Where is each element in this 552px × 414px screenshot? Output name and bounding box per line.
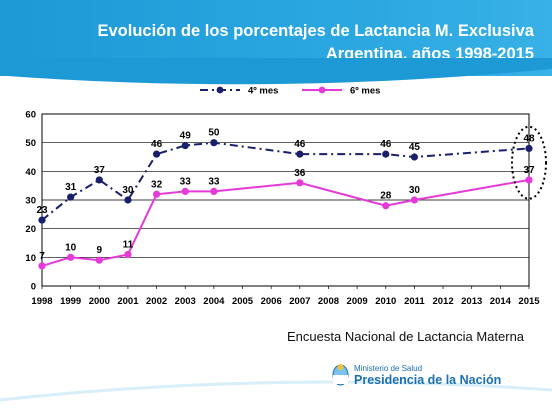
- data-point: [96, 176, 103, 183]
- data-label: 50: [208, 128, 220, 139]
- argentina-shield-icon: [332, 362, 349, 386]
- data-point: [210, 188, 217, 195]
- x-tick-label: 2009: [347, 296, 368, 307]
- y-tick-label: 60: [25, 110, 36, 121]
- x-tick-label: 2008: [318, 296, 339, 307]
- data-label: 48: [523, 133, 535, 144]
- data-point: [96, 257, 103, 264]
- x-tick-label: 1998: [31, 296, 52, 307]
- data-point: [382, 151, 389, 158]
- data-label: 37: [523, 165, 535, 176]
- data-label: 11: [123, 239, 134, 250]
- legend-marker: [217, 87, 224, 94]
- data-point: [153, 191, 160, 198]
- x-tick-label: 2011: [404, 296, 425, 307]
- data-label: 46: [294, 139, 306, 150]
- ministry-logo: Ministerio de Salud Presidencia de la Na…: [330, 360, 540, 390]
- data-point: [153, 151, 160, 158]
- x-tick-label: 2002: [146, 296, 167, 307]
- data-label: 31: [65, 182, 77, 193]
- data-label: 9: [97, 245, 103, 256]
- x-tick-label: 2006: [261, 296, 282, 307]
- data-label: 30: [122, 185, 134, 196]
- y-tick-label: 50: [25, 138, 36, 149]
- data-point: [67, 254, 74, 261]
- data-point: [182, 188, 189, 195]
- x-tick-label: 2005: [232, 296, 254, 307]
- x-tick-label: 2012: [432, 296, 453, 307]
- x-tick-label: 1999: [60, 296, 81, 307]
- chart-title-line1: Evolución de los porcentajes de Lactanci…: [98, 22, 535, 41]
- data-point: [411, 196, 418, 203]
- ministry-small-text: Ministerio de Salud: [354, 364, 422, 373]
- x-tick-label: 2003: [175, 296, 196, 307]
- y-tick-label: 0: [31, 282, 36, 293]
- data-label: 23: [36, 205, 48, 216]
- data-label: 49: [180, 131, 192, 142]
- data-label: 10: [65, 242, 77, 253]
- data-point: [296, 179, 303, 186]
- legend-marker: [319, 87, 326, 94]
- y-tick-label: 10: [25, 253, 36, 264]
- data-point: [38, 216, 45, 223]
- data-point: [38, 262, 45, 269]
- data-point: [124, 251, 131, 258]
- data-point: [210, 139, 217, 146]
- line-chart: 0 10 20 30 40 50 60 1998 1999 2000 2001 2002 2003 200…: [0, 76, 552, 316]
- data-label: 36: [294, 168, 306, 179]
- legend-label: 4º mes: [248, 86, 278, 97]
- data-label: 30: [409, 185, 421, 196]
- y-tick-label: 20: [25, 224, 36, 235]
- x-tick-label: 2001: [117, 296, 139, 307]
- y-tick-label: 40: [25, 167, 36, 178]
- x-tick-label: 2014: [490, 296, 512, 307]
- x-tick-label: 2010: [375, 296, 396, 307]
- data-label: 32: [151, 179, 163, 190]
- x-tick-label: 2000: [89, 296, 110, 307]
- source-text: Encuesta Nacional de Lactancia Materna: [287, 329, 524, 344]
- data-label: 7: [39, 251, 45, 262]
- data-point: [296, 151, 303, 158]
- data-point: [124, 196, 131, 203]
- data-point: [525, 176, 532, 183]
- data-point: [382, 202, 389, 209]
- x-tick-label: 2007: [289, 296, 310, 307]
- data-label: 46: [380, 139, 392, 150]
- y-tick-label: 30: [25, 196, 36, 207]
- x-tick-label: 2004: [203, 296, 225, 307]
- data-label: 28: [380, 191, 392, 202]
- ministry-big-text: Presidencia de la Nación: [354, 373, 501, 387]
- data-point: [67, 194, 74, 201]
- x-tick-label: 2013: [461, 296, 482, 307]
- data-point: [411, 153, 418, 160]
- data-label: 33: [208, 176, 220, 187]
- chart-area: 0 10 20 30 40 50 60 1998 1999 2000 2001 2002 2003 200…: [0, 76, 552, 316]
- data-point: [525, 145, 532, 152]
- data-label: 46: [151, 139, 163, 150]
- legend-label: 6º mes: [350, 86, 380, 97]
- data-point: [182, 142, 189, 149]
- data-label: 37: [94, 165, 106, 176]
- x-tick-label: 2015: [518, 296, 540, 307]
- data-label: 33: [180, 176, 192, 187]
- data-label: 45: [409, 142, 421, 153]
